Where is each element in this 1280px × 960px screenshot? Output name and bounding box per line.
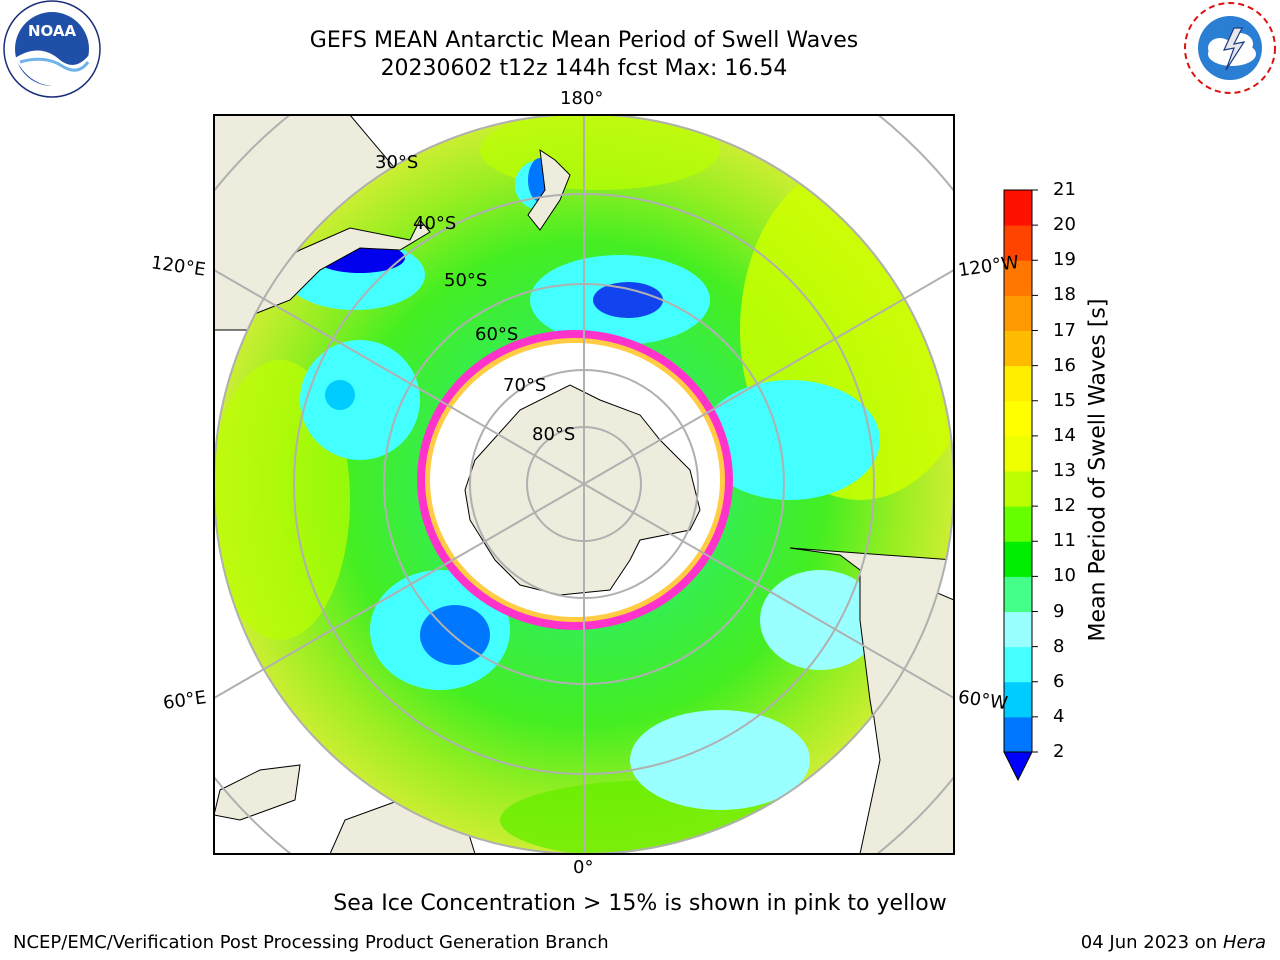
colorbar-tick-label: 11	[1053, 530, 1076, 552]
colorbar-tick-label: 21	[1053, 179, 1076, 200]
colorbar-bin	[1004, 225, 1032, 261]
colorbar-tick-label: 16	[1053, 354, 1076, 376]
colorbar-bin	[1004, 260, 1032, 296]
nws-logo	[1183, 1, 1277, 95]
colorbar-tick-label: 15	[1053, 389, 1076, 411]
lon-label-0: 0°	[573, 857, 594, 878]
noaa-logo: NOAA	[3, 0, 101, 98]
colorbar-bin	[1004, 190, 1032, 226]
colorbar-tick-label: 9	[1053, 600, 1065, 622]
lat-label-50s: 50°S	[444, 270, 488, 291]
colorbar-bin	[1004, 541, 1032, 577]
map-frame	[213, 114, 955, 855]
colorbar-tick-label: 13	[1053, 460, 1076, 481]
colorbar-bin	[1004, 646, 1032, 683]
chart-title: GEFS MEAN Antarctic Mean Period of Swell…	[309, 28, 859, 53]
colorbar-tick-label: 10	[1053, 565, 1076, 587]
colorbar-tick-label: 2	[1053, 741, 1065, 762]
colorbar-tick-label: 14	[1053, 424, 1076, 446]
footer-branch: NCEP/EMC/Verification Post Processing Pr…	[13, 932, 609, 953]
colorbar-bin	[1004, 400, 1032, 437]
colorbar-bin	[1004, 295, 1032, 331]
colorbar-tick-label: 20	[1053, 214, 1076, 236]
footer-date: 04 Jun 2023 on Hera	[1080, 932, 1266, 953]
colorbar-extend-arrow	[1003, 751, 1033, 782]
colorbar-bin	[1004, 506, 1032, 542]
colorbar-tick-label: 4	[1053, 705, 1065, 727]
chart-subtitle: 20230602 t12z 144h fcst Max: 16.54	[380, 56, 788, 81]
lat-label-80s: 80°S	[532, 424, 576, 445]
lat-label-60s: 60°S	[475, 324, 519, 345]
lon-label-180: 180°	[560, 88, 604, 109]
colorbar-tick-label: 6	[1053, 670, 1065, 692]
colorbar-tick-label: 18	[1053, 284, 1076, 306]
colorbar-bin	[1004, 330, 1032, 367]
lat-label-70s: 70°S	[503, 375, 547, 396]
lat-label-40s: 40°S	[413, 213, 457, 234]
colorbar-bin	[1004, 611, 1032, 648]
colorbar-bin	[1004, 435, 1032, 472]
colorbar-bin	[1004, 681, 1032, 718]
colorbar-tick-label: 19	[1053, 249, 1076, 271]
graticule	[214, 115, 954, 854]
noaa-logo-text: NOAA	[28, 22, 77, 40]
colorbar-bin	[1004, 471, 1032, 507]
colorbar-tick-label: 12	[1053, 495, 1076, 517]
lat-label-30s: 30°S	[375, 152, 419, 173]
sea-ice-note: Sea Ice Concentration > 15% is shown in …	[333, 891, 947, 916]
colorbar-tick-label: 8	[1053, 635, 1065, 657]
colorbar-bin	[1004, 716, 1032, 753]
colorbar	[1003, 189, 1038, 782]
colorbar-bin	[1004, 576, 1032, 612]
colorbar-tick-label: 17	[1053, 319, 1076, 341]
colorbar-bin	[1004, 365, 1032, 402]
